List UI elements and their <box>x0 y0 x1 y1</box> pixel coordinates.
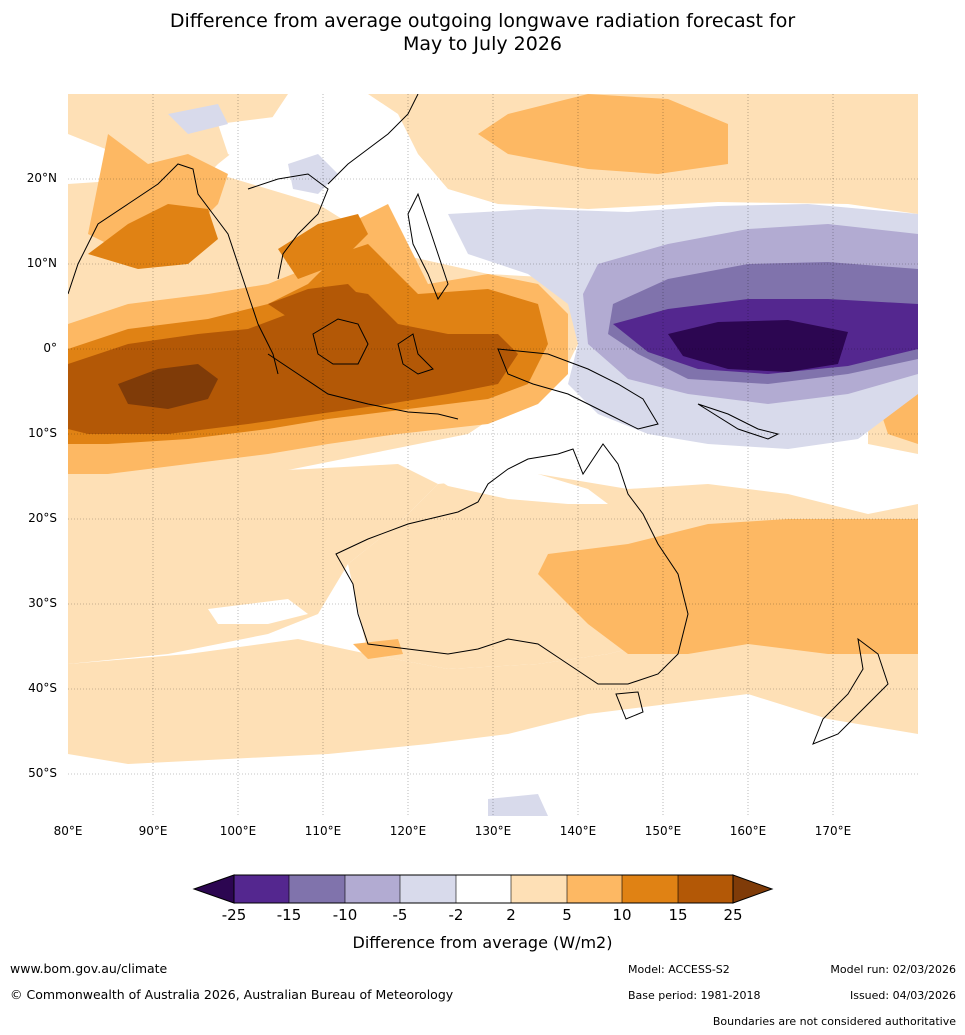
colorbar-bin-2-5 <box>511 875 567 903</box>
model-run-text: Model run: 02/03/2026 <box>830 963 956 976</box>
philippines-coast <box>407 192 449 301</box>
australia-coast <box>335 443 689 685</box>
sumatra-java-coast <box>267 353 459 420</box>
anomaly-negative-fields <box>168 104 918 816</box>
issued-text: Issued: 04/03/2026 <box>849 989 956 1002</box>
title-line-1: Difference from average outgoing longwav… <box>169 10 796 32</box>
lat-label-20n: 20°N <box>26 171 57 185</box>
disclaimer-text: Boundaries are not considered authoritat… <box>712 1015 956 1028</box>
near-average-areas <box>68 114 918 816</box>
anomaly-above-25-fields <box>118 364 218 409</box>
colorbar-bin-minus15-minus10 <box>289 875 345 903</box>
lat-label-0: 0° <box>43 341 57 355</box>
colorbar-tick-minus15: -15 <box>276 906 302 924</box>
colorbar-tick-25: 25 <box>723 906 743 924</box>
lat-label-10s: 10°S <box>28 426 57 440</box>
chart-title: Difference from average outgoing longwav… <box>0 10 965 56</box>
lon-label-130e: 130°E <box>474 824 512 838</box>
borneo-coast <box>312 318 369 365</box>
lon-label-120e: 120°E <box>389 824 427 838</box>
colorbar-bin-5-10 <box>567 875 622 903</box>
copyright-text: © Commonwealth of Australia 2026, Austra… <box>10 987 454 1002</box>
china-coast <box>327 94 419 185</box>
map-canvas <box>68 94 918 816</box>
title-line-2: May to July 2026 <box>403 33 562 55</box>
lon-label-140e: 140°E <box>559 824 597 838</box>
colorbar-outline <box>233 874 734 904</box>
base-period-text: Base period: 1981-2018 <box>628 989 761 1002</box>
colorbar-bin-minus25-minus15 <box>234 875 289 903</box>
colorbar-graphic <box>192 874 774 904</box>
colorbar <box>192 873 774 911</box>
lat-label-40s: 40°S <box>28 681 57 695</box>
colorbar-tick-5: 5 <box>562 906 572 924</box>
lon-label-160e: 160°E <box>729 824 767 838</box>
colorbar-extend-low <box>192 874 235 904</box>
new-guinea-coast <box>497 348 659 430</box>
lat-label-10n: 10°N <box>26 256 57 270</box>
lon-label-170e: 170°E <box>814 824 852 838</box>
model-text: Model: ACCESS-S2 <box>628 963 730 976</box>
colorbar-bin-minus5-minus2 <box>400 875 456 903</box>
colorbar-tick-15: 15 <box>668 906 688 924</box>
website-link[interactable]: www.bom.gov.au/climate <box>10 961 168 976</box>
lat-label-50s: 50°S <box>28 766 57 780</box>
anomaly-map <box>68 94 918 816</box>
colorbar-bin-minus2-2 <box>456 875 511 903</box>
lon-label-150e: 150°E <box>644 824 682 838</box>
lon-label-110e: 110°E <box>304 824 342 838</box>
indochina-coast <box>247 173 329 280</box>
lat-label-20s: 20°S <box>28 511 57 525</box>
lon-label-90e: 90°E <box>138 824 168 838</box>
colorbar-bin-10-15 <box>622 875 678 903</box>
lon-label-80e: 80°E <box>53 824 83 838</box>
sulawesi-coast <box>397 333 434 375</box>
colorbar-tick-minus10: -10 <box>332 906 358 924</box>
colorbar-tick-minus2: -2 <box>448 906 464 924</box>
tasmania-coast <box>615 691 644 720</box>
lat-label-30s: 30°S <box>28 596 57 610</box>
colorbar-tick-2: 2 <box>506 906 516 924</box>
colorbar-extend-high <box>732 874 774 904</box>
lon-label-100e: 100°E <box>219 824 257 838</box>
colorbar-tick-10: 10 <box>612 906 632 924</box>
asia-mainland-coast <box>68 163 279 375</box>
new-zealand-coast <box>812 637 889 745</box>
colorbar-tick-minus25: -25 <box>221 906 247 924</box>
colorbar-tick-minus5: -5 <box>392 906 408 924</box>
solomon-islands-coast <box>697 403 780 440</box>
map-gridlines <box>68 94 918 816</box>
colorbar-bin-15-25 <box>678 875 733 903</box>
colorbar-title: Difference from average (W/m2) <box>352 933 613 952</box>
colorbar-bin-minus10-minus5 <box>345 875 400 903</box>
coastlines <box>68 94 889 745</box>
colorbar-dividers <box>288 875 679 903</box>
